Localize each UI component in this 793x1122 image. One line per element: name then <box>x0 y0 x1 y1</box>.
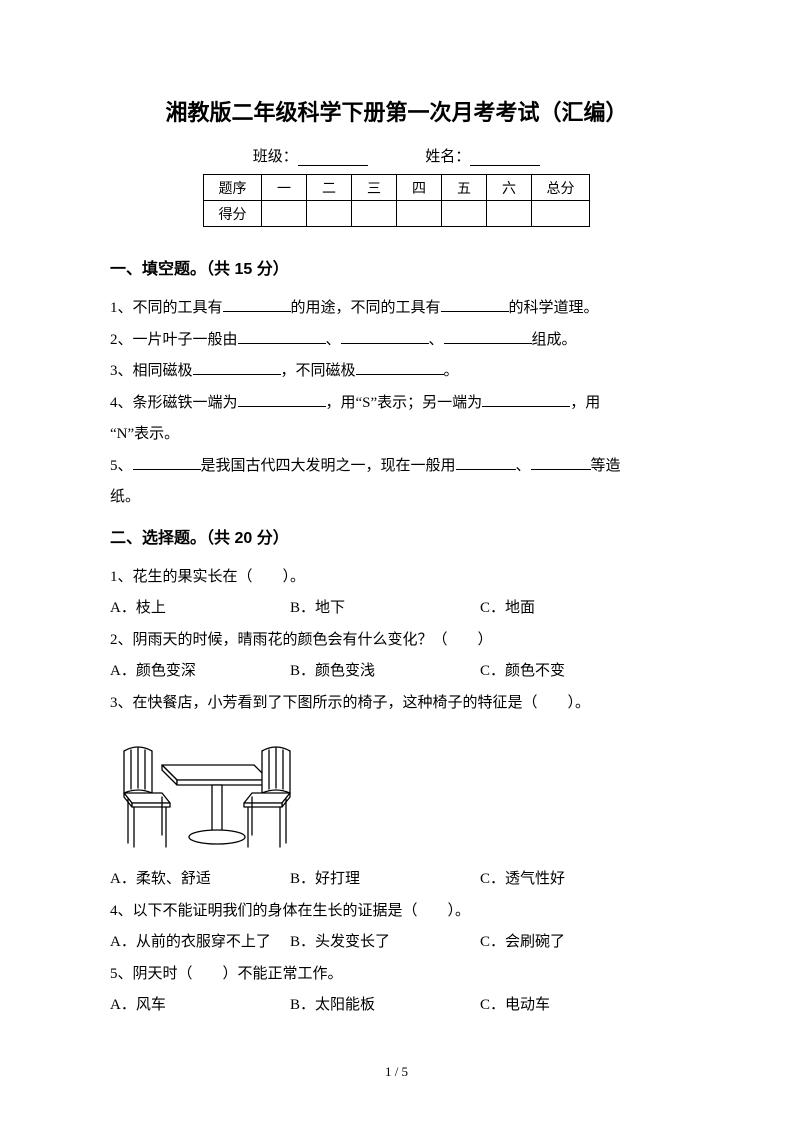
text: 等造 <box>591 458 621 474</box>
text: 、 <box>429 332 444 348</box>
s1-q5b: 纸。 <box>110 482 683 514</box>
text: 的科学道理。 <box>509 300 599 316</box>
opt-b: B．颜色变浅 <box>290 656 480 688</box>
class-blank <box>298 152 368 166</box>
opt-c: C．颜色不变 <box>480 656 683 688</box>
blank <box>531 455 591 470</box>
blank <box>238 392 326 407</box>
text: 、 <box>326 332 341 348</box>
text: “N”表示。 <box>110 426 179 442</box>
name-label: 姓名： <box>425 149 470 165</box>
s1-q4b: “N”表示。 <box>110 419 683 451</box>
s1-q5: 5、 是我国古代四大发明之一，现在一般用 、 等造 <box>110 451 683 483</box>
blank <box>482 392 570 407</box>
th-2: 二 <box>307 175 352 201</box>
opt-b: B．太阳能板 <box>290 990 480 1022</box>
s2-q1: 1、花生的果实长在（ ）。 <box>110 562 683 594</box>
s2-q4-opts: A．从前的衣服穿不上了 B．头发变长了 C．会刷碗了 <box>110 927 683 959</box>
blank <box>441 297 509 312</box>
th-4: 四 <box>397 175 442 201</box>
td-blank <box>307 201 352 227</box>
page-title: 湘教版二年级科学下册第一次月考考试（汇编） <box>110 95 683 127</box>
s2-q5: 5、阴天时（ ）不能正常工作。 <box>110 959 683 991</box>
blank <box>193 360 281 375</box>
text: 、 <box>516 458 531 474</box>
td-blank <box>532 201 590 227</box>
s1-q4: 4、条形磁铁一端为 ，用“S”表示；另一端为 ，用 <box>110 388 683 420</box>
page-footer: 1 / 5 <box>0 1064 793 1080</box>
text: 2、一片叶子一般由 <box>110 332 238 348</box>
class-label: 班级： <box>253 149 298 165</box>
text: 是我国古代四大发明之一，现在一般用 <box>201 458 456 474</box>
td-blank <box>442 201 487 227</box>
td-blank <box>397 201 442 227</box>
s1-q2: 2、一片叶子一般由 、 、 组成。 <box>110 325 683 357</box>
text: ，用 <box>570 395 600 411</box>
th-6: 六 <box>487 175 532 201</box>
th-seq: 题序 <box>204 175 262 201</box>
table-row: 得分 <box>204 201 590 227</box>
s2-q4: 4、以下不能证明我们的身体在生长的证据是（ ）。 <box>110 896 683 928</box>
score-table: 题序 一 二 三 四 五 六 总分 得分 <box>203 174 590 227</box>
opt-a: A．柔软、舒适 <box>110 864 290 896</box>
s2-q2-opts: A．颜色变深 B．颜色变浅 C．颜色不变 <box>110 656 683 688</box>
th-1: 一 <box>262 175 307 201</box>
th-total: 总分 <box>532 175 590 201</box>
blank <box>456 455 516 470</box>
text: 纸。 <box>110 489 140 505</box>
section1-title: 一、填空题。（共 15 分） <box>110 255 683 279</box>
blank <box>238 329 326 344</box>
th-5: 五 <box>442 175 487 201</box>
s2-q1-opts: A．枝上 B．地下 C．地面 <box>110 593 683 625</box>
text: 3、相同磁极 <box>110 363 193 379</box>
chair-table-icon <box>114 725 299 855</box>
blank <box>356 360 444 375</box>
td-blank <box>487 201 532 227</box>
opt-c: C．会刷碗了 <box>480 927 683 959</box>
opt-a: A．从前的衣服穿不上了 <box>110 927 290 959</box>
opt-a: A．颜色变深 <box>110 656 290 688</box>
opt-b: B．地下 <box>290 593 480 625</box>
s2-q3: 3、在快餐店，小芳看到了下图所示的椅子，这种椅子的特征是（ ）。 <box>110 688 683 720</box>
opt-c: C．电动车 <box>480 990 683 1022</box>
opt-a: A．枝上 <box>110 593 290 625</box>
blank <box>133 455 201 470</box>
table-row: 题序 一 二 三 四 五 六 总分 <box>204 175 590 201</box>
name-blank <box>470 152 540 166</box>
blank <box>223 297 291 312</box>
blank <box>341 329 429 344</box>
section2-title: 二、选择题。（共 20 分） <box>110 524 683 548</box>
td-blank <box>352 201 397 227</box>
blank <box>444 329 532 344</box>
s1-q3: 3、相同磁极 ，不同磁极 。 <box>110 356 683 388</box>
s2-q5-opts: A．风车 B．太阳能板 C．电动车 <box>110 990 683 1022</box>
s2-q2: 2、阴雨天的时候，晴雨花的颜色会有什么变化？（ ） <box>110 625 683 657</box>
text: 5、 <box>110 458 133 474</box>
opt-b: B．好打理 <box>290 864 480 896</box>
td-score-label: 得分 <box>204 201 262 227</box>
opt-b: B．头发变长了 <box>290 927 480 959</box>
chairs-table-image <box>114 725 683 860</box>
opt-c: C．透气性好 <box>480 864 683 896</box>
td-blank <box>262 201 307 227</box>
header-line: 班级： 姓名： <box>110 145 683 166</box>
th-3: 三 <box>352 175 397 201</box>
opt-a: A．风车 <box>110 990 290 1022</box>
opt-c: C．地面 <box>480 593 683 625</box>
s2-q3-opts: A．柔软、舒适 B．好打理 C．透气性好 <box>110 864 683 896</box>
text: ，不同磁极 <box>281 363 356 379</box>
text: 。 <box>444 363 459 379</box>
s1-q1: 1、不同的工具有 的用途，不同的工具有 的科学道理。 <box>110 293 683 325</box>
text: 4、条形磁铁一端为 <box>110 395 238 411</box>
text: 1、不同的工具有 <box>110 300 223 316</box>
text: ，用“S”表示；另一端为 <box>326 395 483 411</box>
text: 组成。 <box>532 332 577 348</box>
text: 的用途，不同的工具有 <box>291 300 441 316</box>
